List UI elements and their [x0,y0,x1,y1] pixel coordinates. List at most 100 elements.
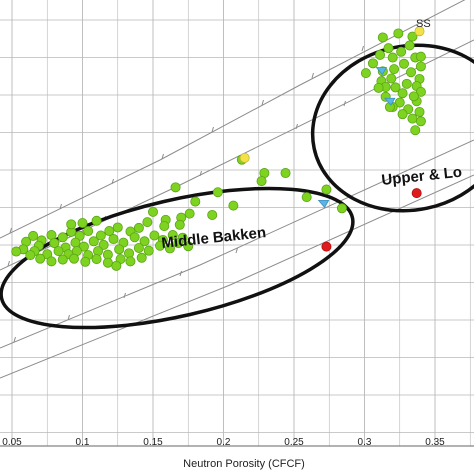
data-point-green [375,49,386,60]
data-point-green [336,203,347,214]
data-point-green [57,254,68,265]
data-point-green [155,240,166,251]
data-point-green [133,222,144,233]
line-tick-mark [295,123,298,130]
data-point-red [321,241,332,252]
data-point-blue [375,67,388,76]
data-point-blue [384,97,396,106]
data-point-red [411,188,422,199]
data-point-green [407,113,418,124]
data-point-green [25,250,36,261]
data-point-green [408,91,419,102]
line-tick-mark [111,178,114,185]
data-point-green [91,215,102,226]
x-tick-label: 0.25 [284,437,304,448]
data-point-green [321,184,332,195]
data-point-green [396,46,407,57]
data-point-green [367,58,378,69]
data-point-green [383,43,394,54]
ss-line-label: SS [416,18,431,30]
line-tick-mark [343,100,346,107]
data-point-green [183,241,194,252]
line-tick-mark [13,336,16,343]
line-tick-mark [311,72,314,79]
data-point-green [108,234,119,245]
data-point-yellow [239,152,250,163]
data-point-green [190,196,201,207]
data-point-green [397,88,408,99]
data-point-green [124,248,135,259]
data-point-green [114,244,125,255]
data-point-green [98,239,109,250]
data-point-green [149,230,160,241]
data-point-green [207,209,218,220]
x-tick-label: 0.1 [76,437,90,448]
data-point-green [407,31,418,42]
line-tick-mark [161,153,164,160]
data-points [11,26,426,271]
data-point-green [404,40,415,51]
data-point-green [142,217,153,228]
x-axis-label: Neutron Porosity (CFCF) [183,458,305,470]
data-point-green [415,51,426,62]
data-point-green [159,221,170,232]
data-point-green [91,254,102,265]
data-point-green [143,245,154,256]
data-point-green [393,28,404,39]
data-point-green [164,243,175,254]
data-point-green [415,116,426,127]
x-tick-label: 0.05 [2,437,22,448]
data-point-green [93,246,104,257]
data-point-green [112,222,123,233]
line-tick-mark [235,247,238,254]
data-point-green [406,67,417,78]
data-point-green [415,86,426,97]
line-tick-mark [179,270,182,277]
data-point-blue [317,199,330,209]
line-tick-mark [211,126,214,133]
data-point-green [125,256,136,267]
data-point-green [387,52,398,63]
data-point-green [35,253,46,264]
data-point-green [129,232,140,243]
data-point-green [88,236,99,247]
line-tick-mark [7,260,10,267]
data-point-green [414,106,425,117]
data-point-green [280,168,291,179]
data-point-green [70,237,81,248]
x-tick-label: 0.15 [143,437,163,448]
data-point-green [28,230,39,241]
data-point-green [102,257,113,268]
line-tick-mark [9,227,12,234]
data-point-green [11,246,22,257]
x-tick-labels: 0.05 0.1 0.15 0.2 0.25 0.3 0.35 [2,437,445,448]
data-point-green [147,206,158,217]
data-point-green [95,230,106,241]
data-point-green [136,252,147,263]
data-point-green [139,236,150,247]
line-tick-mark [361,45,364,52]
data-point-green [69,253,80,264]
data-point-green [111,260,122,271]
data-point-green [167,230,178,241]
data-point-green [390,82,401,93]
data-point-green [173,238,184,249]
data-point-green [373,82,384,93]
middle-bakken-ellipse [0,186,355,330]
data-point-green [66,219,77,230]
line-tick-mark [59,203,62,210]
data-point-green [77,217,88,228]
data-point-green [377,32,388,43]
data-point-green [174,219,185,230]
data-point-green [398,58,409,69]
data-point-green [57,232,68,243]
data-point-yellow [414,26,425,37]
data-point-green [53,246,64,257]
data-point-green [389,64,400,75]
line-tick-mark [199,170,202,177]
line-tick-mark [261,99,264,106]
data-point-green [301,192,312,203]
data-point-green [78,241,89,252]
data-point-green [83,226,94,237]
